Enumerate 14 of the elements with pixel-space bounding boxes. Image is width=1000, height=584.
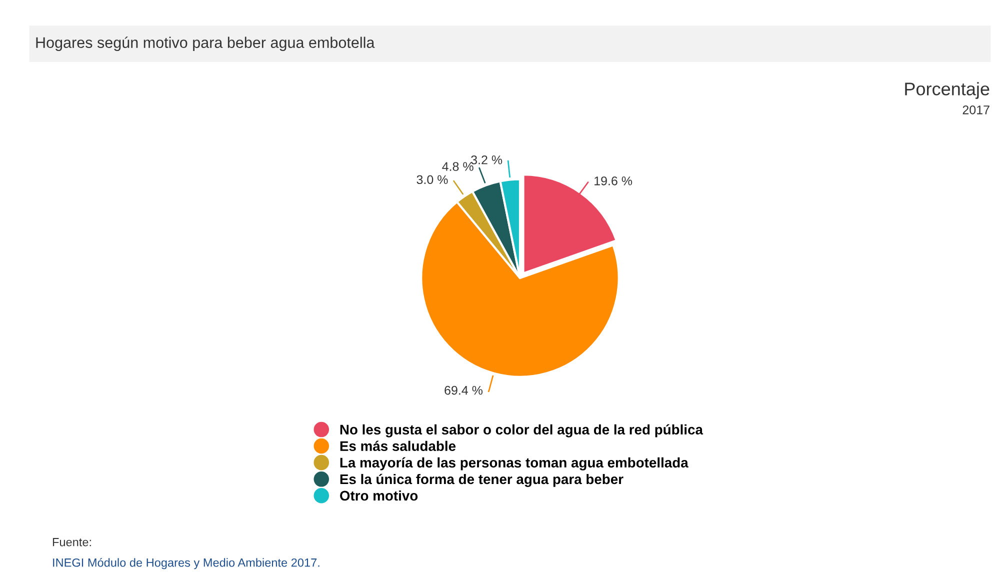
data-label: 3.2 % bbox=[471, 155, 502, 164]
data-label: 69.4 % bbox=[444, 386, 483, 395]
data-label: 4.8 % bbox=[442, 162, 474, 171]
legend-label: Otro motivo bbox=[340, 490, 418, 501]
text: INEGI Módulo de Hogares y Medio Ambiente 2017. bbox=[53, 558, 320, 570]
legend-label: La mayoría de las personas toman agua embotellada bbox=[340, 457, 688, 470]
data-label: 19.6 % bbox=[594, 176, 632, 186]
legend-label: No les gusta el sabor o color del agua de la red pública bbox=[340, 424, 704, 438]
source-note: Fuente: bbox=[52, 538, 91, 546]
legend-label: Es más saludable bbox=[340, 440, 456, 452]
text: Porcentaje 2017 bbox=[905, 82, 990, 114]
data-label: 3.0 % bbox=[416, 175, 448, 184]
legend-label: Es la única forma de tener agua para beber bbox=[340, 474, 624, 487]
chart-title: Hogares según motivo para beber agua embotella bbox=[36, 36, 375, 52]
